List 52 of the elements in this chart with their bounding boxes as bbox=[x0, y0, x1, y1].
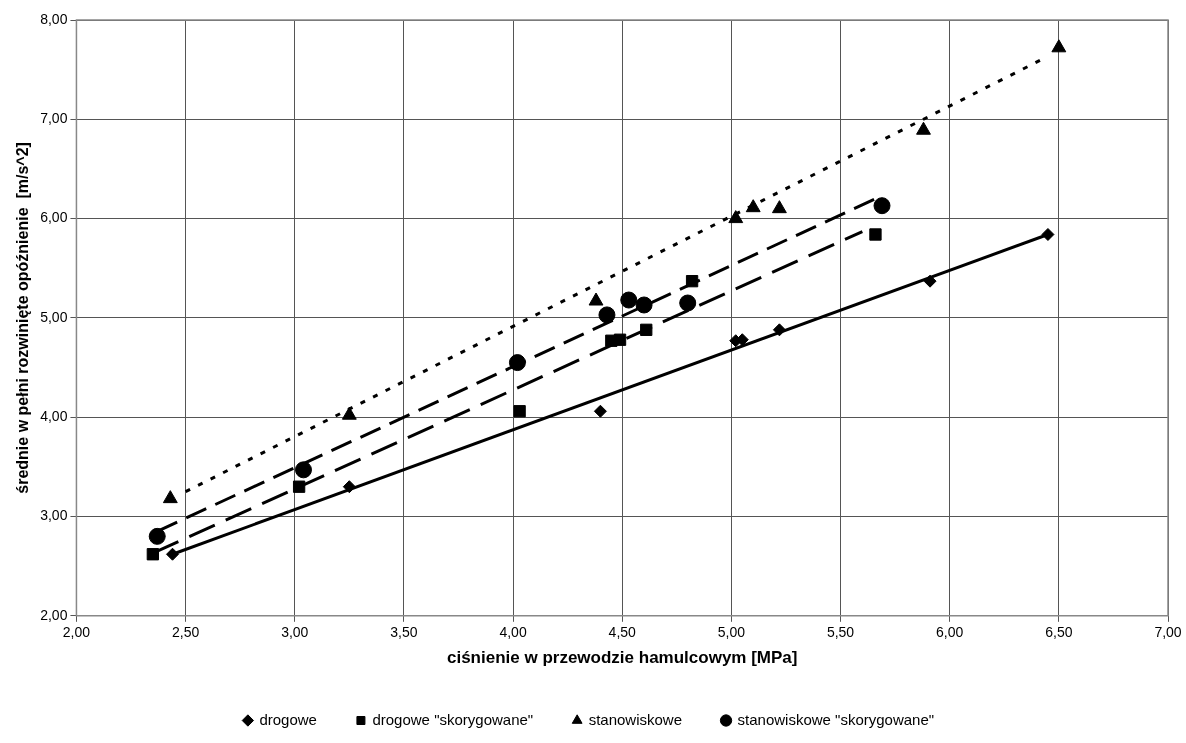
point bbox=[166, 547, 180, 561]
point bbox=[772, 323, 786, 337]
point bbox=[873, 197, 891, 215]
point bbox=[916, 121, 931, 135]
y-tick-label: 6,00 bbox=[40, 209, 68, 226]
point bbox=[869, 228, 882, 241]
x-tick-label: 3,00 bbox=[281, 624, 309, 641]
x-tick-label: 3,50 bbox=[390, 624, 418, 641]
x-tick-label: 5,50 bbox=[826, 624, 855, 641]
point bbox=[1041, 227, 1055, 241]
x-tick-label: 2,00 bbox=[62, 624, 91, 641]
point bbox=[728, 210, 744, 224]
point bbox=[923, 274, 937, 288]
point bbox=[635, 296, 653, 314]
point bbox=[1051, 39, 1067, 53]
y-tick-label: 8,00 bbox=[40, 10, 68, 27]
point bbox=[513, 405, 526, 418]
y-tick-label: 3,00 bbox=[40, 507, 68, 524]
point bbox=[771, 200, 787, 214]
y-tick-label: 4,00 bbox=[40, 408, 68, 425]
x-tick-label: 4,00 bbox=[499, 624, 527, 641]
point bbox=[593, 404, 607, 418]
point bbox=[745, 199, 761, 213]
x-tick-label: 7,00 bbox=[1154, 624, 1182, 641]
point bbox=[148, 527, 166, 545]
legend-label: stanowiskowe "skorygowane" bbox=[737, 710, 935, 728]
x-tick-label: 5,00 bbox=[717, 624, 746, 641]
x-tick-label: 4,50 bbox=[608, 624, 637, 641]
point bbox=[685, 275, 699, 288]
legend-label: drogowe bbox=[259, 710, 317, 728]
legend-label: stanowiskowe bbox=[588, 710, 683, 728]
point bbox=[294, 461, 312, 479]
point bbox=[292, 480, 306, 493]
x-tick-label: 2,50 bbox=[171, 624, 200, 641]
point bbox=[679, 294, 697, 312]
point bbox=[146, 548, 160, 561]
y-tick-label: 2,00 bbox=[40, 606, 68, 623]
y-axis-title: średnie w pełni rozwinięte opóźnienie [m/s^2] bbox=[14, 142, 32, 494]
point bbox=[613, 333, 627, 346]
y-tick-label: 7,00 bbox=[40, 110, 68, 127]
y-tick-label: 5,00 bbox=[40, 308, 68, 325]
x-tick-label: 6,00 bbox=[936, 624, 964, 641]
legend-label: drogowe "skorygowane" bbox=[372, 710, 534, 728]
point bbox=[508, 354, 526, 372]
point bbox=[342, 480, 356, 494]
x-tick-label: 6,50 bbox=[1045, 624, 1073, 641]
x-axis-title: ciśnienie w przewodzie hamulcowym [MPa] bbox=[446, 648, 798, 668]
point bbox=[598, 306, 616, 324]
point bbox=[588, 292, 604, 306]
point bbox=[620, 291, 638, 309]
point bbox=[640, 323, 653, 336]
point bbox=[162, 490, 178, 504]
